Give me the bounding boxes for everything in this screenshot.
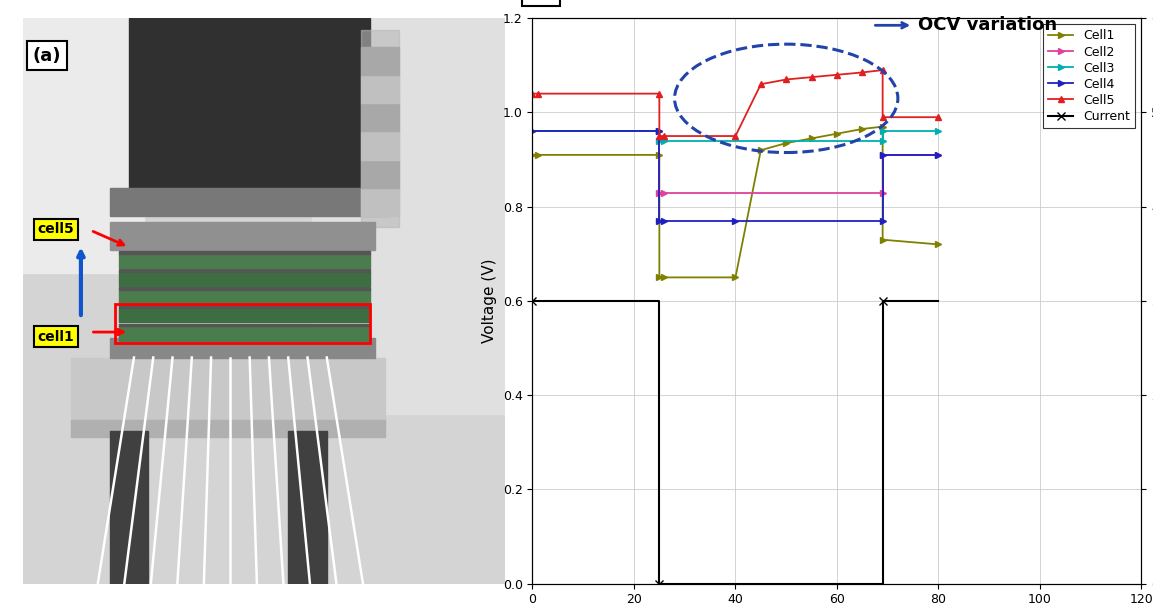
- Cell4: [729, 217, 743, 224]
- Cell3: [526, 128, 540, 135]
- Cell2: [526, 128, 540, 135]
- Cell1: [530, 151, 544, 159]
- Bar: [71, 420, 385, 437]
- Y-axis label: Voltage (V): Voltage (V): [482, 259, 497, 343]
- Cell1: [729, 274, 743, 281]
- Current: [653, 580, 666, 587]
- Cell1: [653, 274, 666, 281]
- Current: [653, 297, 666, 305]
- Bar: [120, 251, 370, 254]
- Cell5: [932, 114, 945, 121]
- Bar: [120, 288, 370, 290]
- Bar: [110, 222, 375, 250]
- Bar: [361, 103, 399, 131]
- Bar: [361, 131, 399, 160]
- Bar: [110, 431, 149, 584]
- Bar: [120, 272, 370, 286]
- Current: [526, 297, 540, 305]
- Bar: [361, 30, 399, 227]
- Cell3: [876, 128, 890, 135]
- Bar: [361, 159, 399, 188]
- Cell4: [657, 217, 671, 224]
- Cell2: [876, 189, 890, 196]
- Text: OCV variation: OCV variation: [918, 16, 1057, 34]
- Cell5: [526, 90, 540, 97]
- Bar: [23, 18, 144, 272]
- Cell5: [856, 69, 869, 76]
- Cell4: [653, 128, 666, 135]
- Line: Cell4: Cell4: [529, 128, 941, 224]
- Current: [932, 297, 945, 305]
- Cell1: [754, 147, 768, 154]
- Cell1: [830, 130, 844, 137]
- Bar: [110, 188, 390, 216]
- Cell5: [653, 90, 666, 97]
- Current: [876, 580, 890, 587]
- Cell2: [932, 151, 945, 159]
- Cell5: [779, 76, 793, 83]
- Cell3: [653, 137, 666, 145]
- Cell1: [856, 125, 869, 133]
- Cell5: [657, 133, 671, 140]
- Cell1: [653, 151, 666, 159]
- Bar: [361, 47, 399, 75]
- Bar: [361, 188, 399, 216]
- Cell5: [653, 133, 666, 140]
- Line: Cell2: Cell2: [529, 128, 941, 195]
- Cell2: [653, 189, 666, 196]
- Bar: [288, 431, 326, 584]
- Text: (b): (b): [527, 0, 556, 1]
- Cell1: [932, 241, 945, 248]
- Cell3: [932, 128, 945, 135]
- Text: cell1: cell1: [38, 330, 74, 344]
- Cell1: [805, 135, 819, 142]
- Cell2: [653, 128, 666, 135]
- Text: (a): (a): [32, 47, 61, 64]
- Cell2: [657, 189, 671, 196]
- Bar: [120, 290, 370, 305]
- Cell4: [653, 217, 666, 224]
- Bar: [361, 75, 399, 103]
- Cell5: [830, 71, 844, 78]
- Bar: [110, 337, 375, 358]
- Cell5: [754, 80, 768, 88]
- Cell5: [530, 90, 544, 97]
- Cell2: [876, 151, 890, 159]
- Cell1: [876, 236, 890, 243]
- Bar: [120, 326, 370, 340]
- Cell3: [653, 128, 666, 135]
- Cell4: [876, 217, 890, 224]
- Cell3: [657, 137, 671, 145]
- Cell1: [526, 151, 540, 159]
- Text: cell5: cell5: [38, 222, 74, 236]
- Bar: [312, 18, 505, 414]
- Cell5: [876, 66, 890, 74]
- Cell4: [876, 151, 890, 159]
- Line: Cell1: Cell1: [529, 124, 941, 280]
- Cell5: [876, 114, 890, 121]
- Bar: [129, 18, 370, 199]
- Cell4: [932, 151, 945, 159]
- Cell3: [876, 137, 890, 145]
- Cell4: [526, 128, 540, 135]
- Bar: [120, 308, 370, 322]
- Cell5: [805, 74, 819, 81]
- Cell1: [657, 274, 671, 281]
- Cell5: [729, 133, 743, 140]
- Legend: Cell1, Cell2, Cell3, Cell4, Cell5, Current: Cell1, Cell2, Cell3, Cell4, Cell5, Curre…: [1043, 24, 1136, 128]
- Bar: [114, 304, 370, 344]
- Cell1: [876, 123, 890, 130]
- Current: [876, 297, 890, 305]
- Bar: [120, 254, 370, 268]
- Bar: [120, 305, 370, 308]
- Bar: [120, 269, 370, 272]
- Line: Cell3: Cell3: [529, 128, 941, 143]
- Line: Current: Current: [528, 297, 943, 588]
- Cell1: [779, 139, 793, 147]
- Line: Cell5: Cell5: [529, 67, 941, 139]
- Bar: [120, 323, 370, 326]
- Bar: [71, 358, 385, 426]
